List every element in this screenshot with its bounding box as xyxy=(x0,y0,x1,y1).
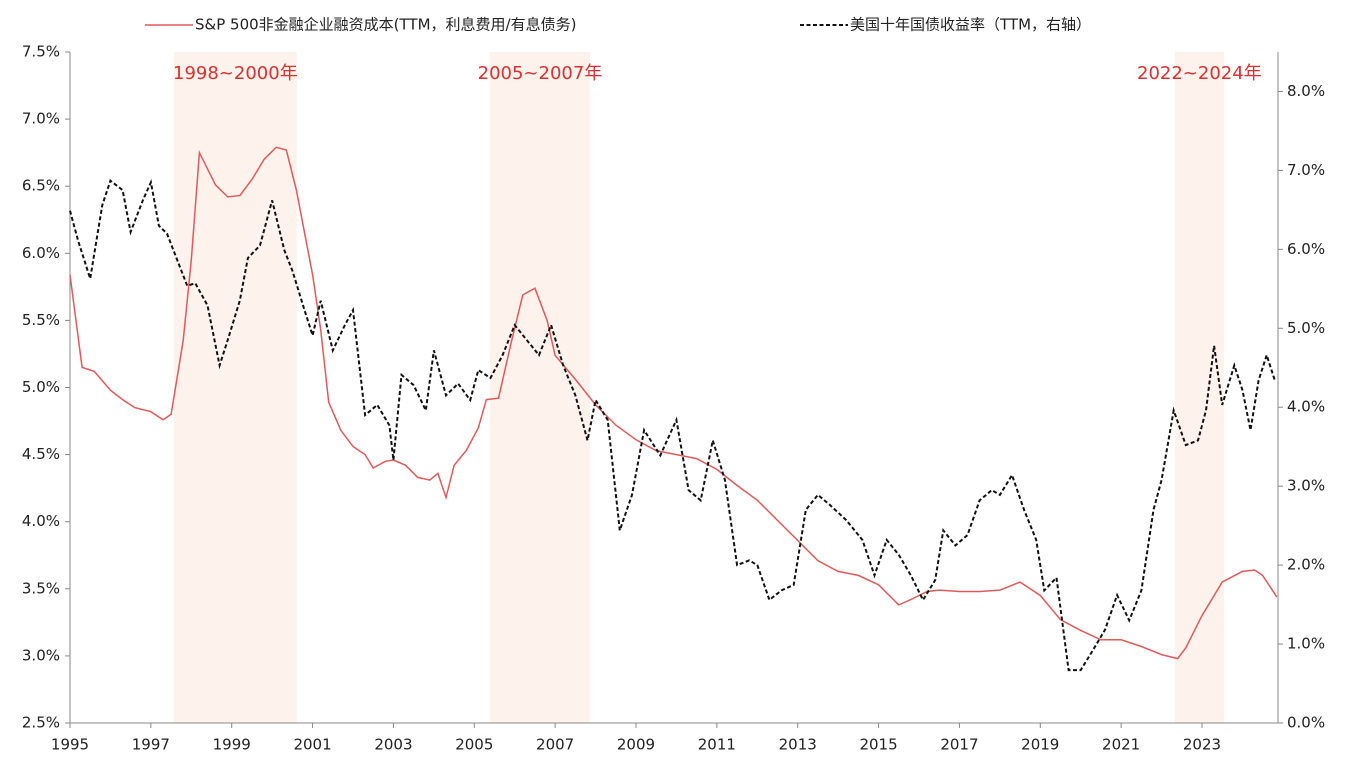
y-tick-label: 4.5% xyxy=(22,445,60,463)
y-tick-label: 3.0% xyxy=(22,646,60,664)
x-tick-label: 1997 xyxy=(132,736,170,754)
legend-label: 美国十年国债收益率（TTM，右轴） xyxy=(850,16,1091,34)
x-tick-label: 2003 xyxy=(374,736,412,754)
shaded-range xyxy=(490,52,590,723)
x-tick-label: 2015 xyxy=(859,736,897,754)
y2-tick-label: 3.0% xyxy=(1287,477,1325,495)
y-tick-label: 6.5% xyxy=(22,177,60,195)
y2-tick-label: 2.0% xyxy=(1287,556,1325,574)
legend-label: S&P 500非金融企业融资成本(TTM，利息费用/有息债务) xyxy=(195,16,576,34)
y-tick-label: 7.5% xyxy=(22,43,60,61)
series-line xyxy=(69,146,1278,660)
y2-tick-label: 6.0% xyxy=(1287,240,1325,258)
y-tick-label: 5.5% xyxy=(22,311,60,329)
y2-tick-label: 4.0% xyxy=(1287,398,1325,416)
x-tick-label: 2017 xyxy=(940,736,978,754)
y2-tick-label: 7.0% xyxy=(1287,161,1325,179)
shaded-range xyxy=(173,52,297,723)
x-tick-label: 1995 xyxy=(51,736,89,754)
x-tick-label: 2013 xyxy=(779,736,817,754)
x-tick-label: 2023 xyxy=(1183,736,1221,754)
x-tick-label: 2005 xyxy=(455,736,493,754)
range-label: 2005~2007年 xyxy=(478,63,603,84)
x-tick-label: 1999 xyxy=(213,736,251,754)
y-tick-label: 6.0% xyxy=(22,244,60,262)
x-tick-label: 2011 xyxy=(698,736,736,754)
x-tick-label: 2019 xyxy=(1021,736,1059,754)
x-tick-label: 2009 xyxy=(617,736,655,754)
y-tick-label: 7.0% xyxy=(22,110,60,128)
y-tick-label: 2.5% xyxy=(22,714,60,732)
y-tick-label: 5.0% xyxy=(22,378,60,396)
x-tick-label: 2007 xyxy=(536,736,574,754)
y2-tick-label: 0.0% xyxy=(1287,714,1325,732)
y2-tick-label: 5.0% xyxy=(1287,319,1325,337)
x-tick-label: 2001 xyxy=(293,736,331,754)
y2-tick-label: 1.0% xyxy=(1287,635,1325,653)
y-tick-label: 4.0% xyxy=(22,512,60,530)
range-label: 2022~2024年 xyxy=(1137,63,1262,84)
range-label: 1998~2000年 xyxy=(173,63,298,84)
y-tick-label: 3.5% xyxy=(22,579,60,597)
series-line xyxy=(69,178,1276,672)
x-tick-label: 2021 xyxy=(1102,736,1140,754)
shaded-range xyxy=(1174,52,1224,723)
y2-tick-label: 8.0% xyxy=(1287,82,1325,100)
